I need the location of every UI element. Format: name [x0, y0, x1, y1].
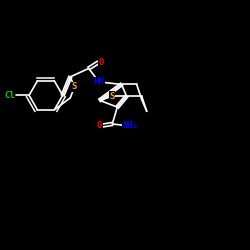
Text: O: O: [98, 58, 104, 67]
Text: HN: HN: [94, 78, 104, 86]
Text: S: S: [72, 82, 77, 92]
Text: O: O: [97, 121, 102, 130]
Text: NH₂: NH₂: [122, 121, 138, 130]
Text: S: S: [110, 92, 115, 101]
Text: Cl: Cl: [4, 91, 15, 100]
